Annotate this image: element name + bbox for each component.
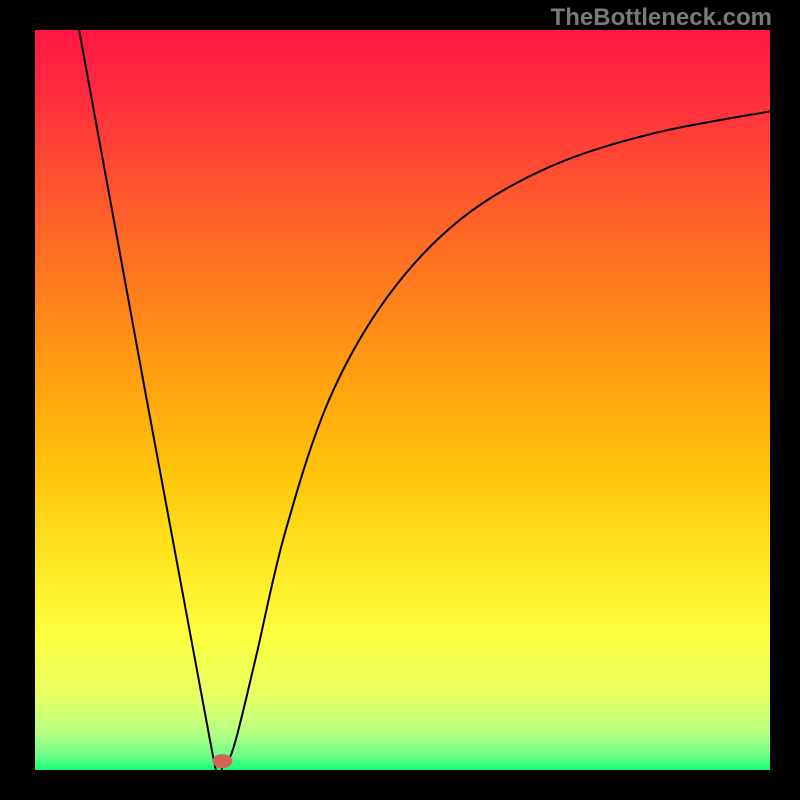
chart-container: TheBottleneck.com xyxy=(0,0,800,800)
plot-area xyxy=(35,30,770,770)
bottleneck-curve xyxy=(79,30,770,770)
watermark-text: TheBottleneck.com xyxy=(551,4,772,32)
min-marker xyxy=(212,754,232,768)
curve-layer xyxy=(35,30,770,770)
